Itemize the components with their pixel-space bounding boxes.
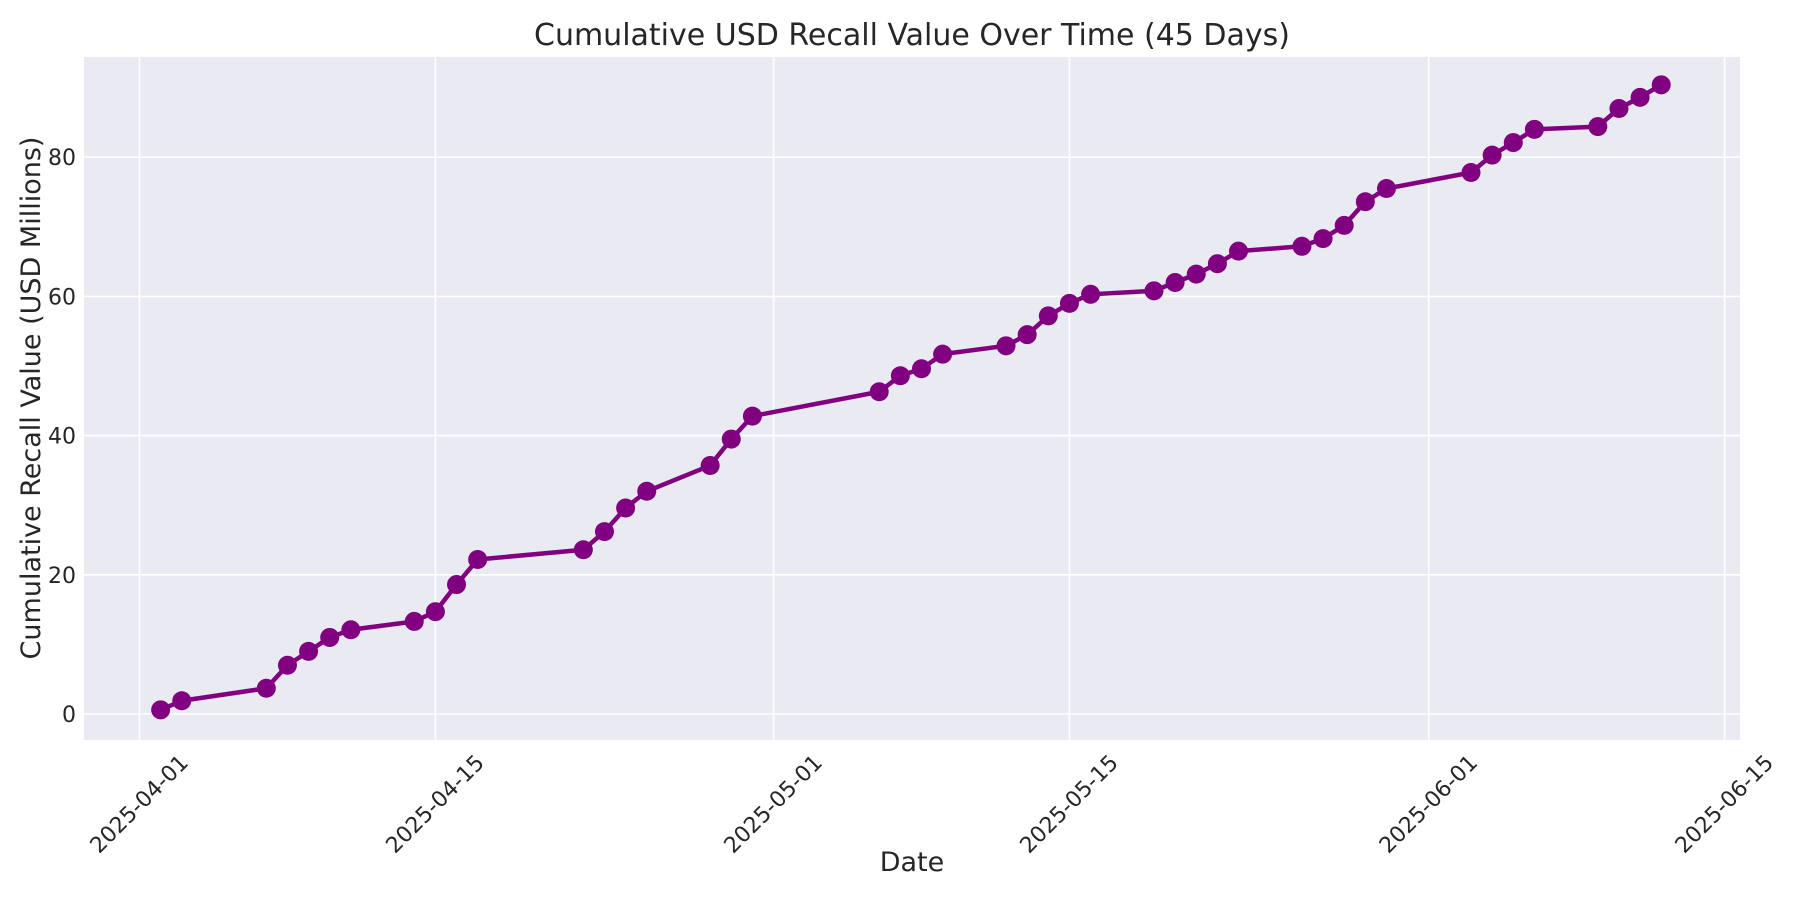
data-point: [151, 700, 171, 720]
data-point: [573, 540, 593, 560]
data-point: [468, 549, 488, 569]
x-axis-label: Date: [880, 847, 945, 878]
data-point: [637, 481, 657, 501]
x-tick-label: 2025-05-15: [1016, 751, 1124, 859]
data-point: [1059, 293, 1079, 313]
data-point: [742, 406, 762, 426]
y-tick-label: 20: [48, 564, 76, 589]
x-tick-label: 2025-06-01: [1375, 751, 1483, 859]
data-point: [299, 641, 319, 661]
data-point: [1186, 264, 1206, 284]
x-tick-label: 2025-04-01: [86, 751, 194, 859]
data-point: [1292, 236, 1312, 256]
data-point: [1229, 241, 1249, 261]
data-point: [447, 575, 467, 595]
grid-layer: [84, 57, 1740, 740]
x-tick-label: 2025-06-15: [1671, 751, 1779, 859]
data-point: [1017, 325, 1037, 345]
data-point: [1461, 163, 1481, 183]
data-point: [341, 620, 361, 640]
y-tick-label: 80: [48, 146, 76, 171]
data-point: [172, 691, 192, 711]
data-point: [1313, 229, 1333, 249]
data-point: [425, 602, 445, 622]
x-tick-labels: 2025-04-01 2025-04-15 2025-05-01 2025-05-15…: [86, 751, 1779, 859]
data-point: [1503, 133, 1523, 153]
data-point: [1038, 306, 1058, 326]
y-tick-labels: 0 20 40 60 80: [48, 146, 76, 728]
data-point: [996, 336, 1016, 356]
data-point: [911, 359, 931, 379]
data-point: [890, 366, 910, 386]
data-point: [1376, 179, 1396, 199]
x-tick-label: 2025-04-15: [382, 751, 490, 859]
data-point: [1165, 272, 1185, 292]
data-point: [616, 498, 636, 518]
x-tick-label: 2025-05-01: [720, 751, 828, 859]
data-point: [404, 611, 424, 631]
data-point: [869, 382, 889, 402]
data-point: [1355, 192, 1375, 212]
data-point: [1207, 254, 1227, 274]
data-point: [1609, 98, 1629, 118]
y-tick-label: 40: [48, 425, 76, 450]
data-point: [256, 678, 276, 698]
series-layer: [151, 75, 1671, 720]
data-point: [277, 655, 297, 675]
data-point: [700, 456, 720, 476]
data-point: [721, 429, 741, 449]
data-point: [1482, 145, 1502, 165]
data-point: [1524, 119, 1544, 139]
data-point: [594, 522, 614, 542]
y-axis-label: Cumulative Recall Value (USD Millions): [16, 137, 47, 660]
chart-title: Cumulative USD Recall Value Over Time (4…: [534, 18, 1290, 53]
data-point: [1334, 215, 1354, 235]
y-tick-label: 0: [62, 703, 76, 728]
data-point: [1081, 284, 1101, 304]
data-point: [1630, 87, 1650, 107]
data-point: [1651, 75, 1671, 95]
data-point: [320, 627, 340, 647]
y-tick-label: 60: [48, 285, 76, 310]
data-point: [1144, 281, 1164, 301]
data-point: [1588, 117, 1608, 137]
data-point: [933, 344, 953, 364]
